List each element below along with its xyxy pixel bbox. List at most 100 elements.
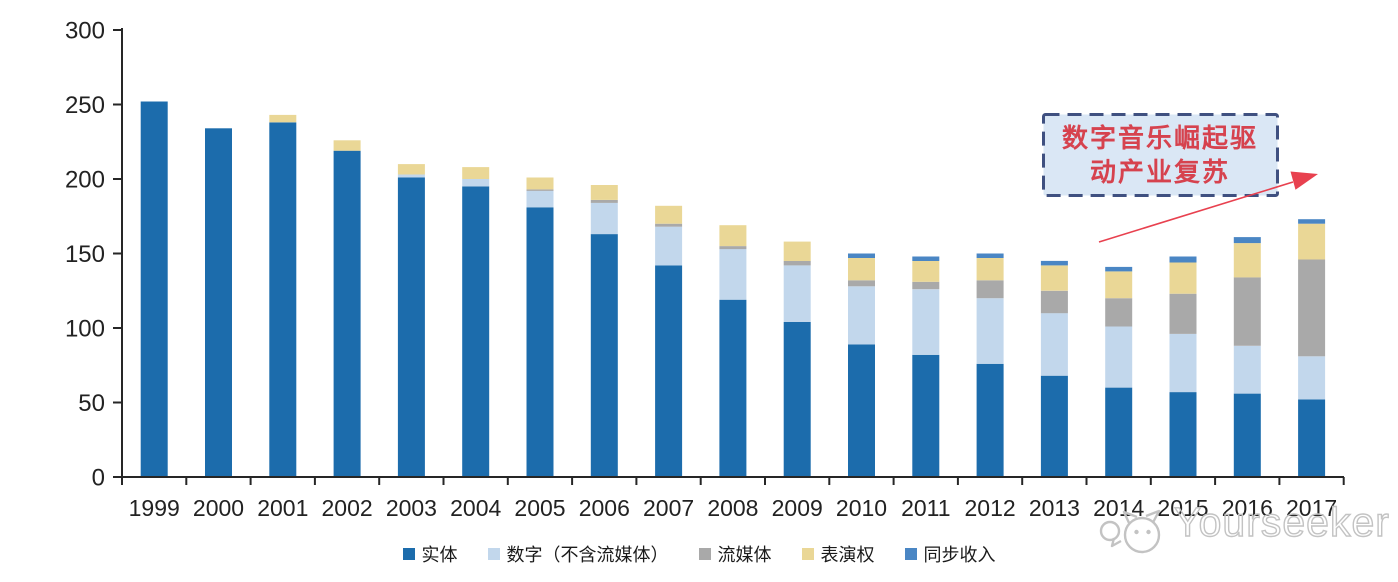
bar-segment-2014 [1105,387,1133,477]
legend-item-5: 同步收入 [904,541,996,567]
y-tick-label: 300 [65,18,105,45]
legend-item-1: 实体 [402,541,458,567]
watermark: Yourseeker [1098,498,1390,558]
x-tick-label: 2010 [836,495,887,521]
bar-segment-2006 [590,234,618,477]
bar-segment-2002 [333,140,361,151]
bar-segment-2007 [655,223,683,227]
bar-segment-2009 [783,260,811,266]
y-tick-label: 0 [92,465,105,492]
legend-swatch [904,548,917,560]
bar-segment-2007 [655,226,683,266]
bar-segment-2016 [1233,237,1261,244]
bar-segment-2007 [655,205,683,224]
bar-segment-2005 [526,207,554,478]
x-tick-label: 2007 [643,495,694,521]
legend-swatch [402,548,415,560]
bar-segment-2011 [912,354,940,477]
annotation-arrow-head [1290,171,1318,190]
bar-segment-2006 [590,199,618,203]
bar-segment-2011 [912,289,940,355]
bar-segment-2004 [462,186,490,477]
x-tick-label: 2002 [322,495,373,521]
bar-segment-2010 [848,344,875,477]
y-tick-label: 50 [78,390,105,417]
bar-segment-2014 [1105,326,1133,388]
x-tick-label: 2011 [901,495,950,521]
y-tick-label: 200 [65,167,105,194]
bar-segment-2014 [1105,298,1133,327]
bar-segment-2006 [590,185,618,200]
bar-segment-2015 [1169,293,1197,334]
bar-segment-2003 [397,164,425,175]
bar-segment-2016 [1233,393,1261,477]
bar-segment-2002 [333,150,361,477]
x-tick-label: 2008 [707,495,758,521]
bar-segment-2005 [526,190,554,208]
bar-segment-2012 [976,280,1004,299]
bar-segment-2015 [1169,256,1197,263]
bar-segment-2010 [848,258,875,281]
bar-segment-2003 [397,177,425,477]
watermark-text: Yourseeker [1173,498,1390,545]
legend-item-2: 数字（不含流媒体） [487,541,669,567]
chart-legend: 实体 数字（不含流媒体） 流媒体 表演权 同步收入 [0,541,1398,567]
bar-segment-2009 [783,322,811,477]
legend-swatch [801,548,814,560]
bar-segment-2015 [1169,334,1197,393]
legend-swatch [487,548,500,560]
x-tick-label: 2015 [1157,495,1208,521]
bar-segment-2009 [783,265,811,322]
bar-segment-2004 [462,167,490,179]
bar-segment-2001 [269,114,297,123]
bar-segment-2005 [526,177,554,190]
bar-segment-2011 [912,281,940,290]
annotation-arrow-line [1098,181,1294,243]
x-tick-label: 2006 [579,495,630,521]
legend-label: 实体 [421,545,458,565]
bar-segment-2010 [848,286,875,345]
bar-segment-2008 [719,246,747,250]
bar-segment-2010 [848,280,875,287]
x-tick-label: 1999 [129,495,180,521]
bar-segment-2015 [1169,262,1197,294]
bar-segment-2012 [976,253,1004,258]
bar-segment-2012 [976,258,1004,281]
bar-segment-2008 [719,225,747,247]
bar-segment-2005 [526,189,554,191]
bar-segment-2017 [1298,223,1326,260]
y-tick-label: 250 [65,92,105,119]
x-tick-label: 2013 [1029,495,1080,521]
bar-segment-2013 [1040,375,1068,477]
legend-label: 数字（不含流媒体） [506,545,669,565]
legend-swatch [698,548,711,560]
y-tick-label: 150 [65,241,105,268]
x-tick-label: 2009 [772,495,823,521]
bar-segment-2009 [783,241,811,261]
bar-segment-2017 [1298,219,1326,224]
x-tick-label: 2017 [1286,495,1337,521]
x-tick-label: 2005 [514,495,565,521]
bar-segment-2016 [1233,243,1261,278]
legend-label: 表演权 [820,545,875,565]
bar-segment-2013 [1040,313,1068,376]
bar-segment-2010 [848,253,875,258]
bar-segment-2014 [1105,271,1133,299]
legend-label: 同步收入 [923,545,996,565]
bar-segment-2013 [1040,260,1068,266]
bar-segment-2003 [397,174,425,178]
bar-segment-2012 [976,363,1004,477]
bar-segment-2013 [1040,265,1068,291]
bar-segment-2011 [912,256,940,261]
x-tick-label: 2001 [257,495,308,521]
x-tick-label: 2016 [1222,495,1273,521]
cat-logo-icon [1099,509,1161,554]
bar-segment-2016 [1233,277,1261,346]
bar-segment-2004 [462,179,490,187]
bar-segment-2007 [655,265,683,477]
bar-segment-2001 [269,122,297,478]
bar-segment-2008 [719,299,747,477]
bar-segment-2012 [976,298,1004,364]
